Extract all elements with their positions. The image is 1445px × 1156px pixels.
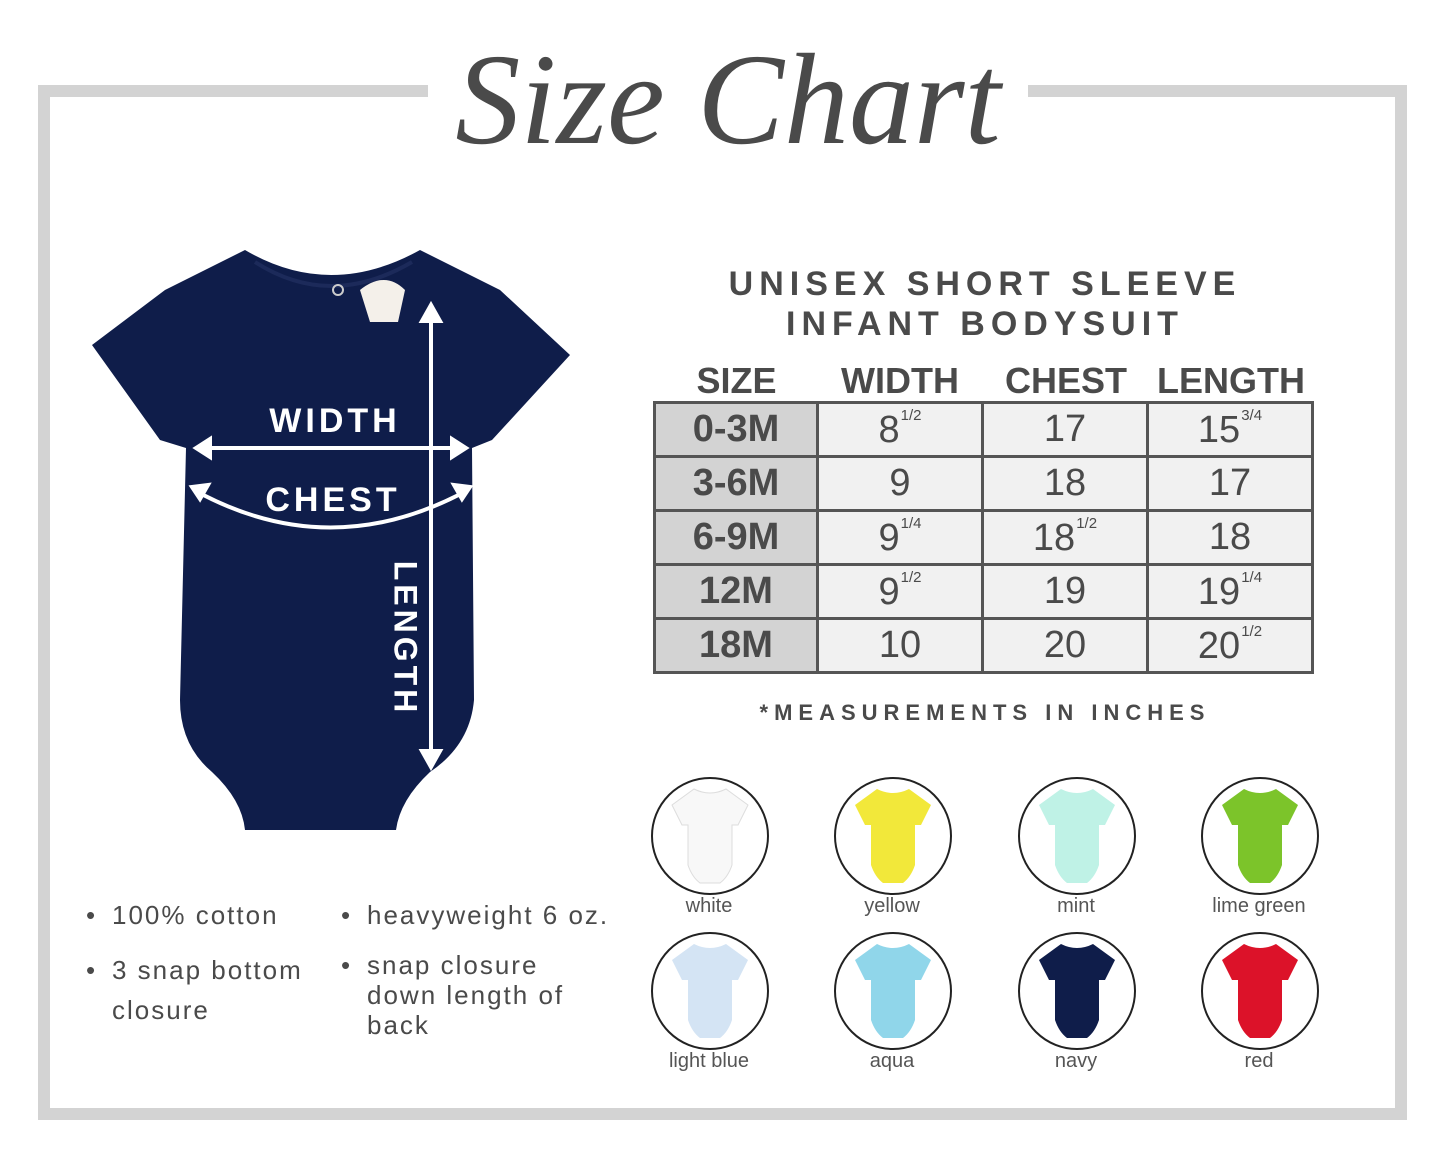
size-cell: 3-6M — [653, 455, 819, 512]
value: 8 — [878, 409, 900, 451]
length-cell: 153/4 — [1146, 401, 1314, 458]
table-row: 3-6M 9 18 17 — [653, 455, 1314, 512]
bodysuit-icon — [1222, 789, 1298, 883]
value: 18 — [1043, 462, 1087, 504]
frame-border — [38, 85, 1407, 1120]
chest-cell: 20 — [981, 617, 1149, 674]
color-swatch-light-blue[interactable] — [651, 932, 769, 1050]
value: 18 — [1208, 516, 1252, 558]
chest-cell: 181/2 — [981, 509, 1149, 566]
title-gap — [428, 70, 1028, 110]
color-swatch-lime-green[interactable] — [1201, 777, 1319, 895]
color-label: aqua — [869, 1050, 915, 1072]
value: 20 — [1043, 624, 1087, 666]
header-size: SIZE — [696, 360, 777, 401]
table-row: 0-3M 81/2 17 153/4 — [653, 401, 1314, 458]
snap-icon — [332, 284, 344, 296]
fraction: 3/4 — [1241, 407, 1263, 424]
fraction: 1/4 — [1241, 569, 1263, 586]
color-label: yellow — [864, 895, 920, 917]
tag-icon — [360, 280, 405, 322]
color-label: light blue — [668, 1050, 750, 1072]
chest-cell: 18 — [981, 455, 1149, 512]
table-row: 12M 91/2 19 191/4 — [653, 563, 1314, 620]
color-label: red — [1244, 1050, 1274, 1072]
color-swatch-red[interactable] — [1201, 932, 1319, 1050]
bodysuit-icon — [671, 788, 749, 884]
width-cell: 81/2 — [816, 401, 984, 458]
length-cell: 17 — [1146, 455, 1314, 512]
size-cell: 12M — [653, 563, 819, 620]
bodysuit-icon — [672, 944, 748, 1038]
color-swatch-navy[interactable] — [1018, 932, 1136, 1050]
fraction: 1/2 — [1241, 623, 1263, 640]
color-swatch-yellow[interactable] — [834, 777, 952, 895]
feature-item: • heavyweight 6 oz. — [341, 900, 610, 930]
size-cell: 0-3M — [653, 401, 819, 458]
size-cell: 18M — [653, 617, 819, 674]
value: 19 — [1197, 571, 1241, 613]
value: 9 — [878, 571, 900, 613]
value: 20 — [1197, 625, 1241, 667]
color-label: lime green — [1212, 895, 1306, 917]
width-cell: 9 — [816, 455, 984, 512]
value: 19 — [1043, 570, 1087, 612]
width-cell: 91/4 — [816, 509, 984, 566]
bodysuit-icon — [855, 789, 931, 883]
product-title-line1: UNISEX SHORT SLEEVE — [728, 265, 1242, 303]
length-cell: 201/2 — [1146, 617, 1314, 674]
width-label: WIDTH — [269, 402, 401, 440]
table-row: 6-9M 91/4 181/2 18 — [653, 509, 1314, 566]
neckline — [253, 260, 414, 288]
length-label: LENGTH — [387, 560, 424, 717]
bodysuit-icon — [1222, 944, 1298, 1038]
value: 9 — [889, 462, 911, 504]
table-row: 18M 10 20 201/2 — [653, 617, 1314, 674]
size-cell: 6-9M — [653, 509, 819, 566]
fraction: 1/2 — [1076, 515, 1098, 532]
header-length: LENGTH — [1157, 360, 1305, 401]
chest-cell: 17 — [981, 401, 1149, 458]
bodysuit-icon — [1039, 789, 1115, 883]
value: 15 — [1197, 409, 1241, 451]
value: 9 — [878, 517, 900, 559]
width-cell: 10 — [816, 617, 984, 674]
bodysuit-icon — [855, 944, 931, 1038]
value: 17 — [1043, 408, 1087, 450]
color-label: white — [685, 895, 733, 917]
color-label: navy — [1054, 1050, 1098, 1072]
color-swatch-aqua[interactable] — [834, 932, 952, 1050]
bodysuit-icon — [1039, 944, 1115, 1038]
fraction: 1/2 — [900, 407, 922, 424]
value: 10 — [878, 624, 922, 666]
chest-label: CHEST — [265, 481, 401, 519]
width-cell: 91/2 — [816, 563, 984, 620]
bodysuit-shape — [92, 250, 570, 830]
length-cell: 191/4 — [1146, 563, 1314, 620]
color-swatch-white[interactable] — [651, 777, 769, 895]
color-swatch-mint[interactable] — [1018, 777, 1136, 895]
header-chest: CHEST — [1004, 360, 1127, 401]
measurement-note: *MEASUREMENTS IN INCHES — [759, 700, 1211, 725]
size-table: 0-3M 81/2 17 153/4 3-6M 9 18 17 6-9M 91/4 181/2 18 1… — [653, 401, 1314, 674]
length-cell: 18 — [1146, 509, 1314, 566]
header-width: WIDTH — [841, 360, 959, 401]
chest-cell: 19 — [981, 563, 1149, 620]
page-title: Size Chart — [455, 28, 1001, 172]
feature-item: • 100% cotton — [86, 900, 279, 930]
product-title-line2: INFANT BODYSUIT — [786, 305, 1184, 343]
color-label: mint — [1057, 895, 1095, 917]
feature-item: • 3 snap bottom closure — [86, 955, 303, 1025]
fraction: 1/2 — [900, 569, 922, 586]
value: 17 — [1208, 462, 1252, 504]
value: 18 — [1032, 517, 1076, 559]
feature-item: • snap closure down length of back — [341, 950, 565, 1040]
fraction: 1/4 — [900, 515, 922, 532]
bodysuit-illustration — [92, 250, 570, 830]
